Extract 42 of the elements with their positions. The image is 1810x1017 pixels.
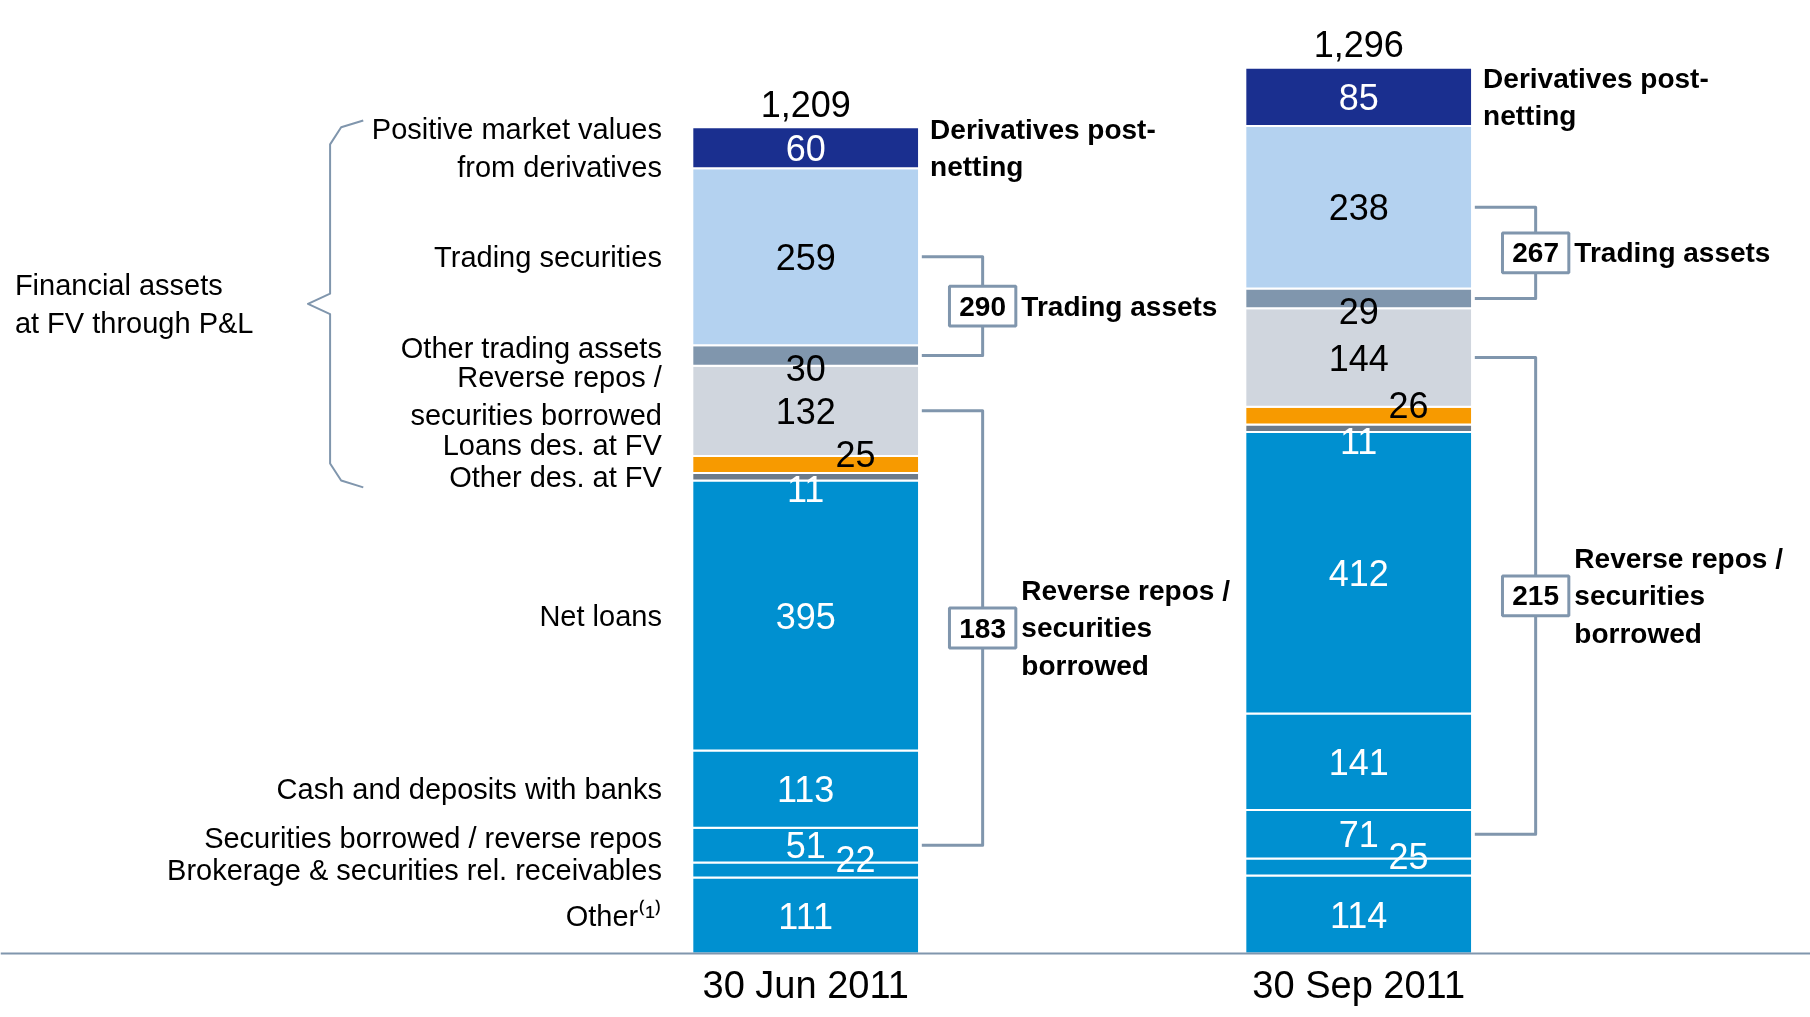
text: Financial assets at FV through P&L [14, 268, 254, 340]
annotation: 290 [959, 290, 1007, 322]
data-label: 395 [775, 595, 836, 637]
annotation: 183 [959, 612, 1007, 644]
data-label: 132 [775, 390, 836, 432]
x-tick-label: 30 Sep 2011 [1252, 964, 1466, 1007]
data-label: 259 [775, 236, 836, 278]
series-label: Net loans [539, 599, 662, 632]
series-label: Securities borrowed / reverse repos [204, 821, 662, 854]
data-label: 412 [1328, 552, 1389, 594]
data-label: 114 [1329, 894, 1388, 936]
annotation: Reverse repos / securities borrowed [1574, 543, 1784, 649]
data-label: 238 [1328, 187, 1389, 229]
series-label: Loans des. at FV [442, 428, 663, 461]
data-label: 30 [785, 347, 826, 389]
annotation: Trading assets [1574, 237, 1771, 269]
series-label: Brokerage & securities rel. receivables [167, 854, 662, 887]
data-label: 71 [1338, 814, 1379, 856]
data-label: 29 [1338, 290, 1379, 332]
data-label: 85 [1338, 76, 1379, 118]
annotation: Reverse repos / securities borrowed [1021, 575, 1231, 681]
series-label: Cash and deposits with banks [276, 773, 662, 806]
x-tick-label: 30 Jun 2011 [702, 964, 909, 1007]
annotation: 215 [1512, 580, 1560, 612]
data-label: 51 [785, 825, 826, 867]
series-label: Other des. at FV [449, 460, 663, 493]
series-label: Positive market values from derivatives [371, 112, 662, 183]
total-label: 1,296 [1313, 24, 1404, 66]
data-label: 111 [778, 895, 834, 937]
data-label: 141 [1328, 741, 1389, 783]
data-label: 60 [785, 127, 826, 169]
annotation: Derivatives post- netting [930, 113, 1156, 182]
data-label: 113 [776, 769, 835, 811]
series-label: Trading securities [434, 240, 662, 273]
annotation: Derivatives post- netting [1483, 62, 1709, 131]
series-label: Other⁽¹⁾ [565, 898, 662, 932]
data-label: 11 [787, 469, 825, 511]
data-label: 144 [1328, 337, 1389, 379]
series-label: Other trading assets [400, 331, 662, 364]
total-label: 1,209 [760, 83, 851, 125]
annotation: Trading assets [1021, 290, 1218, 322]
annotation: 267 [1512, 237, 1560, 269]
